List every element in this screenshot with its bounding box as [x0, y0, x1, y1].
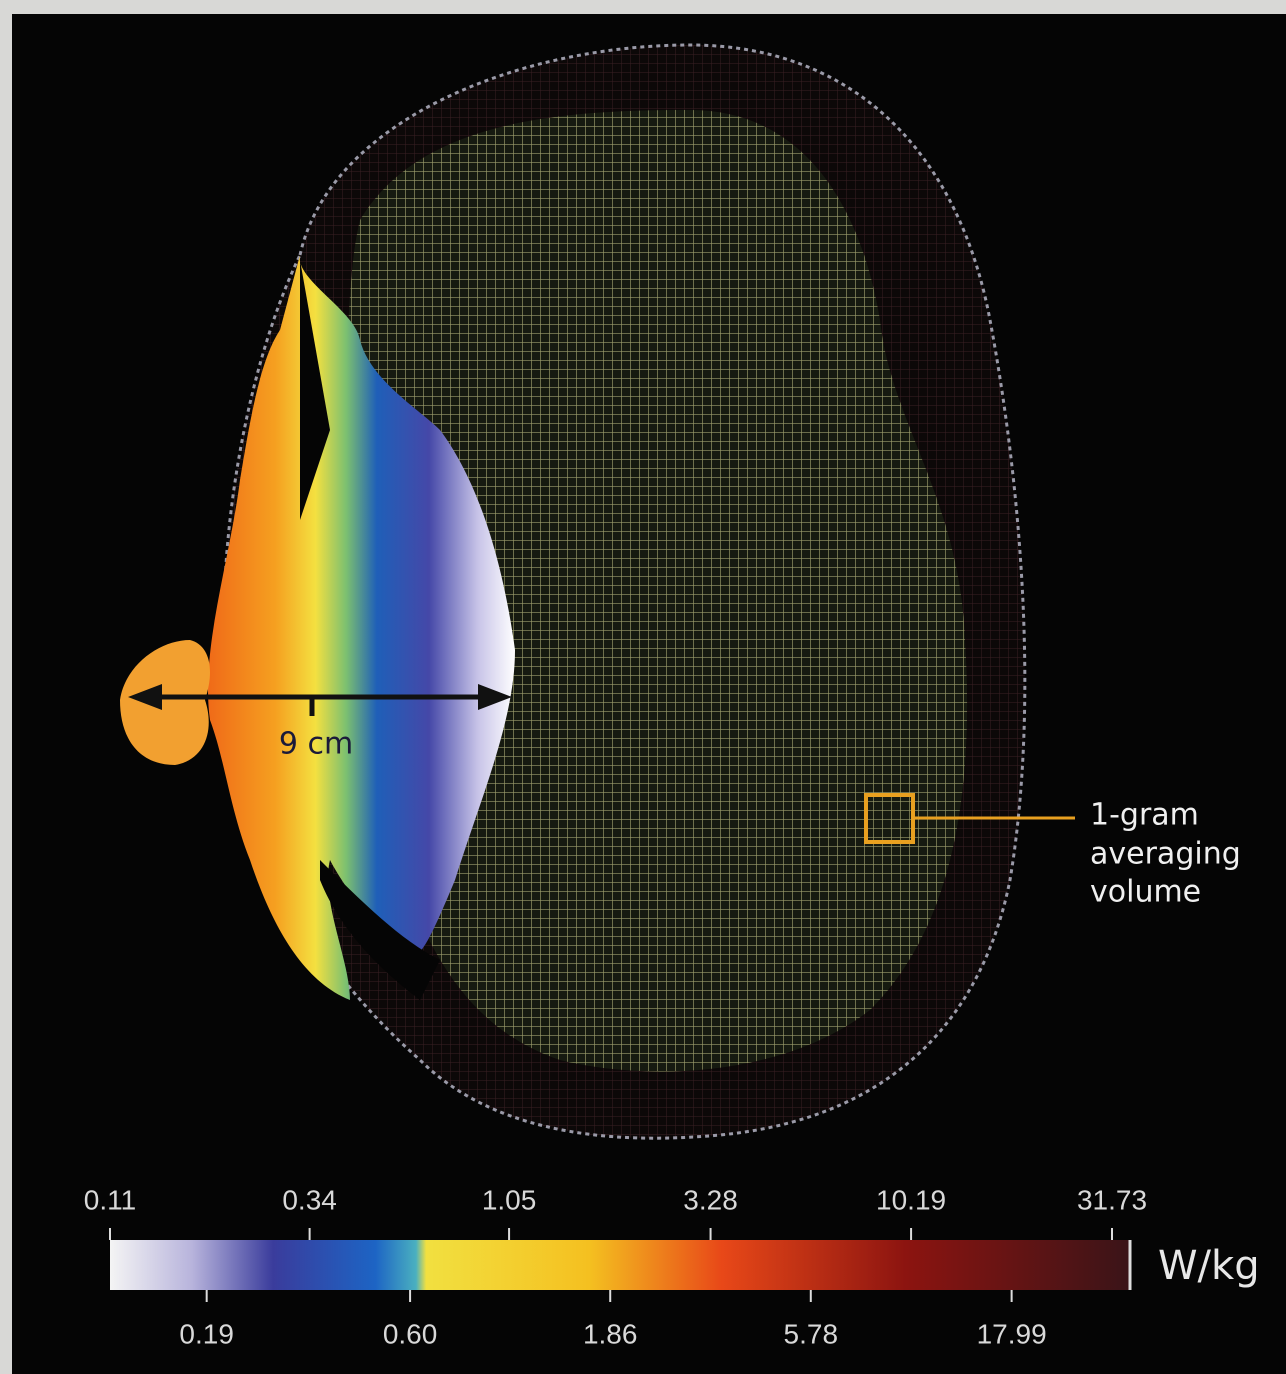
tick-label: 17.99	[977, 1318, 1047, 1349]
tick-label: 0.11	[84, 1184, 136, 1215]
colorbar-unit: W/kg	[1158, 1243, 1260, 1289]
tick-label: 3.28	[683, 1184, 738, 1215]
figure: 9 cm 1-gram averaging volume W/kg 0.11 0.…	[0, 0, 1286, 1374]
tick-label: 1.05	[482, 1184, 537, 1215]
tick-label: 0.34	[282, 1184, 337, 1215]
tick-label: 0.19	[179, 1318, 234, 1349]
tick-label: 1.86	[583, 1318, 638, 1349]
label-line: 1-gram	[1090, 798, 1199, 833]
tick-label: 5.78	[784, 1318, 839, 1349]
label-line: volume	[1090, 875, 1201, 910]
tick-label: 0.60	[383, 1318, 438, 1349]
tick-label: 31.73	[1077, 1184, 1147, 1215]
distance-label: 9 cm	[279, 727, 353, 762]
colorbar	[110, 1240, 1130, 1290]
tick-label: 10.19	[876, 1184, 946, 1215]
label-line: averaging	[1090, 837, 1241, 872]
